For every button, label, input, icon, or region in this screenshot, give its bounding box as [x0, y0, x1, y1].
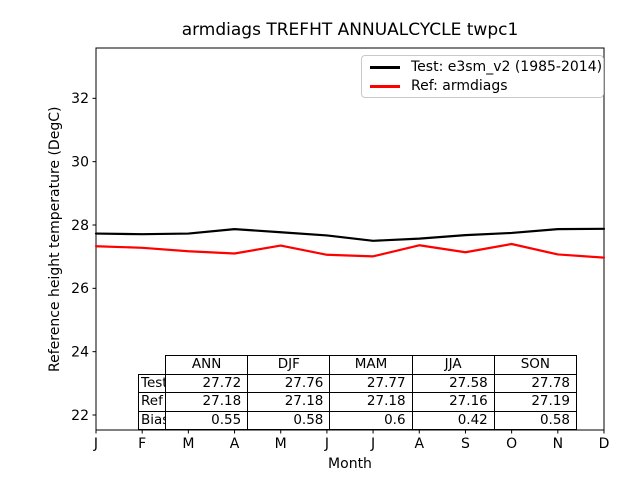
- x-tick-label: D: [599, 436, 610, 452]
- legend-entry-test: Test: e3sm_v2 (1985-2014): [370, 58, 602, 77]
- y-tick-label: 28: [71, 218, 89, 234]
- stats-value-cell: 27.18: [247, 392, 331, 412]
- x-tick-label: N: [553, 436, 563, 452]
- stats-value-cell: 0.6: [329, 410, 413, 431]
- stats-value-cell: 27.58: [411, 373, 495, 394]
- legend-label-test: Test: e3sm_v2 (1985-2014): [411, 59, 603, 75]
- stats-table: ANN DJF MAM JJA SON 27.72 27.76 27.77 27.58 27.78…: [164, 355, 578, 431]
- y-tick-label: 24: [71, 345, 89, 361]
- stats-value-cell: 0.42: [411, 410, 495, 431]
- stats-column-header: ANN: [164, 355, 249, 375]
- stats-value-cell: 0.55: [164, 410, 249, 431]
- stats-column-header: SON: [493, 355, 578, 375]
- ref-series-line: [94, 242, 606, 259]
- x-tick-label: J: [370, 436, 375, 452]
- stats-column-header: MAM: [329, 355, 413, 375]
- stats-label-row: Bias: [138, 410, 166, 431]
- stats-value-cell: 27.78: [493, 373, 578, 394]
- chart-title: armdiags TREFHT ANNUALCYCLE twpc1: [181, 20, 519, 40]
- stats-row-label: Ref: [138, 392, 166, 412]
- y-tick-label: 22: [71, 408, 89, 424]
- legend-entry-ref: Ref: armdiags: [370, 77, 595, 96]
- stats-value-cell: 0.58: [493, 410, 578, 431]
- x-tick-label: M: [182, 436, 194, 452]
- stats-label-row: Ref: [138, 392, 166, 412]
- x-tick-label: S: [461, 436, 470, 452]
- legend-label-ref: Ref: armdiags: [411, 78, 508, 94]
- stats-value-cell: 0.58: [247, 410, 331, 431]
- x-tick-label: F: [138, 436, 146, 452]
- stats-value-row: 27.18 27.18 27.18 27.16 27.19: [164, 392, 578, 412]
- y-tick-label: 26: [71, 281, 89, 297]
- x-tick-label: J: [93, 436, 98, 452]
- x-tick-label: A: [414, 436, 424, 452]
- test-series-line: [94, 227, 606, 242]
- x-axis-label: Month: [328, 456, 372, 472]
- test-line-swatch: [370, 66, 400, 69]
- stats-value-cell: 27.18: [329, 392, 413, 412]
- stats-value-cell: 27.72: [164, 373, 249, 394]
- stats-value-cell: 27.77: [329, 373, 413, 394]
- ref-line-swatch: [370, 85, 400, 88]
- stats-column-header: DJF: [247, 355, 331, 375]
- stats-row-label: Test: [138, 373, 166, 394]
- stats-value-cell: 27.19: [493, 392, 578, 412]
- y-tick-label: 30: [71, 155, 89, 171]
- stats-header-row: ANN DJF MAM JJA SON: [164, 355, 578, 375]
- stats-label-row: Test: [138, 373, 166, 394]
- x-tick-label: A: [230, 436, 240, 452]
- stats-column-header: JJA: [411, 355, 495, 375]
- x-tick-label: M: [275, 436, 287, 452]
- stats-value-cell: 27.18: [164, 392, 249, 412]
- stats-value-row: 27.72 27.76 27.77 27.58 27.78: [164, 373, 578, 394]
- legend: Test: e3sm_v2 (1985-2014) Ref: armdiags: [361, 55, 604, 98]
- stats-table-row-labels: TestRefBias: [138, 373, 166, 431]
- y-tick-label: 32: [71, 91, 89, 107]
- stats-value-cell: 27.16: [411, 392, 495, 412]
- stats-value-row: 0.55 0.58 0.6 0.42 0.58: [164, 410, 578, 431]
- stats-value-cell: 27.76: [247, 373, 331, 394]
- x-tick-label: O: [506, 436, 517, 452]
- y-axis-label: Reference height temperature (DegC): [47, 106, 63, 372]
- x-tick-label: J: [324, 436, 329, 452]
- stats-row-label: Bias: [138, 410, 166, 431]
